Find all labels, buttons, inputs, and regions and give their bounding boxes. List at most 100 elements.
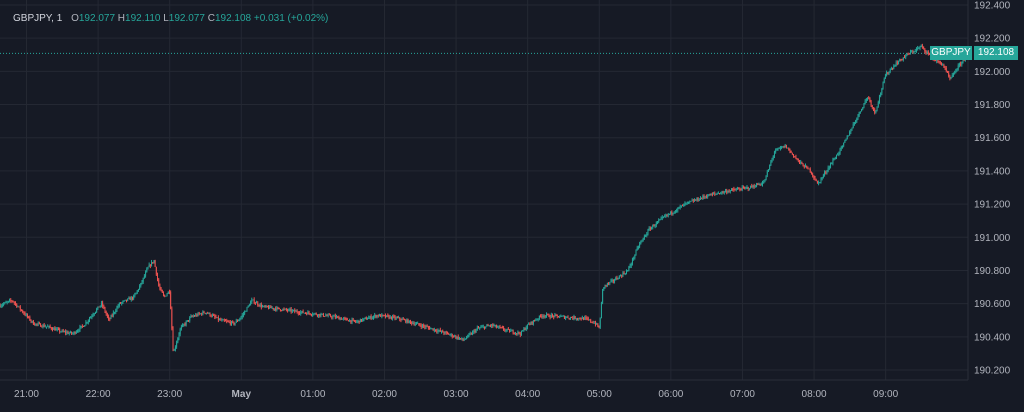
candle-body	[586, 317, 588, 319]
candle-body	[846, 135, 848, 140]
candle-body	[918, 47, 920, 49]
candle-body	[606, 283, 608, 286]
candle-body	[662, 216, 664, 218]
candle-body	[827, 167, 829, 171]
candle-body	[487, 325, 489, 327]
candle-body	[170, 292, 172, 309]
candle-body	[245, 311, 247, 313]
candle-body	[685, 202, 687, 204]
candle-body	[80, 325, 82, 327]
candle-body	[159, 285, 161, 289]
candle-body	[831, 163, 833, 164]
candle-body	[349, 320, 351, 322]
candle-body	[946, 71, 948, 73]
candle-body	[775, 150, 777, 153]
candle-body	[482, 326, 484, 328]
candle-body	[793, 154, 795, 157]
candle-body	[262, 306, 264, 308]
candle-body	[126, 299, 127, 301]
candle-body	[439, 330, 441, 332]
candle-body	[742, 187, 744, 188]
candle-body	[204, 312, 206, 314]
candle-body	[561, 315, 563, 317]
candle-body	[715, 193, 717, 195]
candle-body	[166, 293, 168, 296]
candle-body	[753, 185, 755, 187]
candle-body	[913, 51, 915, 53]
candle-body	[754, 186, 756, 188]
candle-body	[31, 320, 33, 322]
candle-body	[131, 297, 133, 299]
candle-body	[321, 313, 323, 315]
candle-body	[896, 62, 898, 64]
candle-body	[515, 332, 516, 334]
candle-body	[364, 317, 366, 319]
candle-body	[543, 316, 545, 317]
candle-body	[592, 322, 594, 324]
candle-body	[534, 320, 536, 322]
candle-body	[608, 283, 610, 285]
candle-body	[52, 328, 53, 330]
candle-body	[884, 75, 886, 79]
candle-body	[288, 309, 290, 311]
candle-body	[865, 98, 867, 101]
candle-body	[698, 199, 700, 201]
candle-body	[839, 148, 841, 153]
candle-body	[448, 333, 450, 335]
candle-body	[432, 328, 434, 331]
candle-body	[604, 285, 606, 288]
candle-body	[337, 316, 339, 318]
candle-body	[532, 320, 534, 324]
candle-body	[306, 313, 308, 315]
candle-body	[222, 319, 224, 321]
candle-body	[155, 266, 157, 275]
candle-body	[43, 325, 45, 327]
candle-body	[254, 303, 256, 304]
candle-body	[826, 170, 828, 173]
candle-body	[577, 318, 579, 320]
candle-body	[367, 318, 369, 320]
candle-body	[929, 53, 931, 55]
candle-body	[258, 305, 260, 306]
candle-body	[704, 196, 706, 198]
y-tick-label: 190.800	[974, 266, 1011, 277]
candle-body	[472, 331, 474, 335]
candle-body	[951, 74, 953, 78]
candle-body	[174, 346, 176, 350]
candle-body	[869, 98, 871, 102]
x-tick-label: 09:00	[873, 389, 898, 400]
candle-body	[800, 161, 802, 163]
candle-body	[454, 335, 456, 337]
candle-body	[370, 316, 372, 319]
candle-body	[103, 306, 105, 308]
candle-body	[475, 329, 477, 332]
x-tick-label: 22:00	[86, 389, 111, 400]
candle-body	[892, 68, 894, 70]
candle-body	[146, 269, 148, 273]
candle-body	[21, 309, 22, 311]
candle-body	[309, 313, 311, 315]
candle-body	[79, 326, 81, 331]
x-tick-label: 03:00	[444, 389, 469, 400]
candle-body	[214, 315, 216, 317]
candle-body	[152, 262, 154, 263]
candle-body	[905, 55, 907, 58]
candle-body	[658, 220, 660, 222]
candle-body	[429, 327, 431, 330]
candle-body	[763, 181, 765, 183]
candle-body	[773, 152, 775, 156]
candle-body	[889, 69, 891, 72]
candle-body	[115, 310, 117, 313]
candle-body	[201, 313, 203, 315]
candle-body	[560, 316, 562, 317]
candle-body	[861, 109, 863, 112]
candle-body	[937, 59, 939, 62]
x-tick-label: May	[232, 389, 252, 400]
legend-change: +0.031 (+0.02%)	[253, 13, 329, 24]
candle-body	[48, 326, 50, 327]
candle-body	[313, 313, 315, 315]
candle-body	[363, 318, 365, 320]
candle-body	[89, 318, 90, 321]
